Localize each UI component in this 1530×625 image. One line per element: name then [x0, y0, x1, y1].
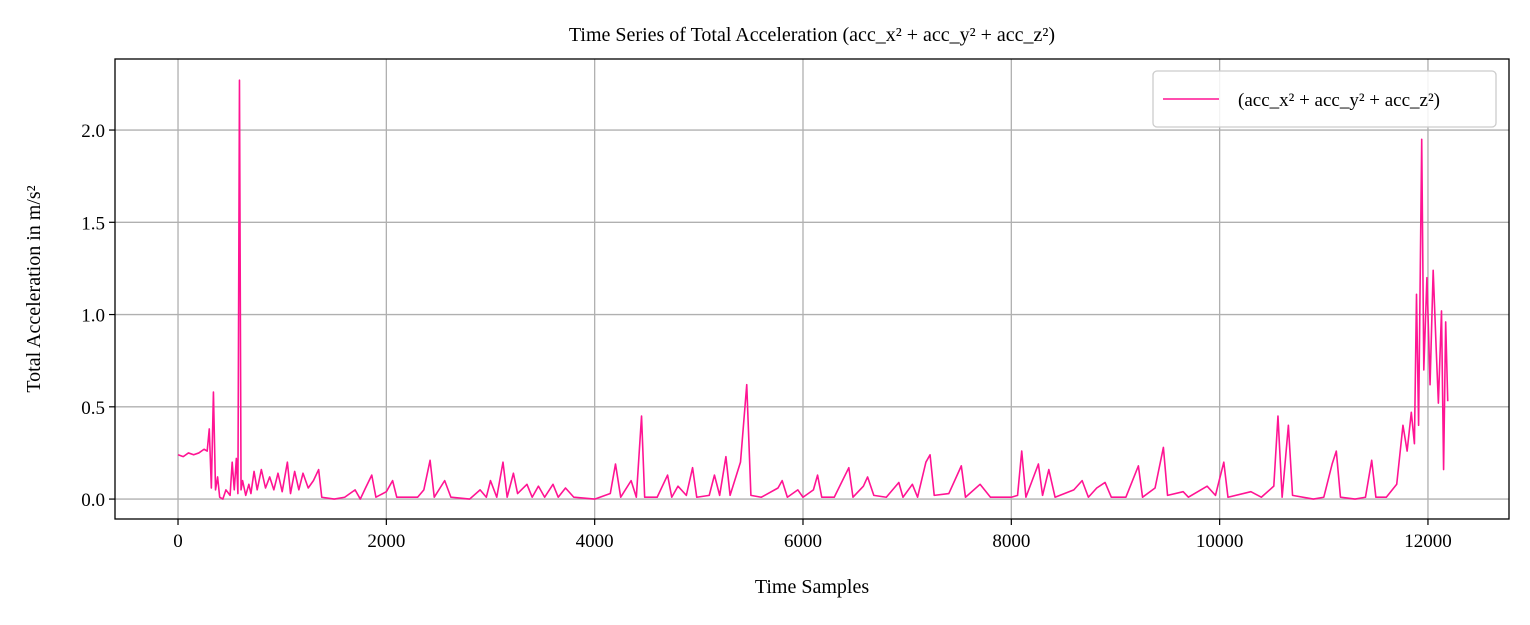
- x-tick-label: 0: [173, 531, 183, 552]
- legend-box: [1152, 70, 1497, 128]
- y-tick-label: 2.0: [81, 121, 105, 142]
- x-tick-label: 6000: [784, 531, 822, 552]
- x-tick-label: 10000: [1196, 531, 1244, 552]
- x-tick-label: 8000: [992, 531, 1030, 552]
- y-tick-label: 1.0: [81, 306, 105, 327]
- x-tick-label: 4000: [576, 531, 614, 552]
- legend: (acc_x² + acc_y² + acc_z²): [1152, 70, 1497, 128]
- x-axis-label: Time Samples: [755, 576, 869, 598]
- y-tick-label: 1.5: [81, 213, 105, 234]
- x-tick-label: 12000: [1404, 531, 1452, 552]
- legend-label: (acc_x² + acc_y² + acc_z²): [1238, 90, 1440, 111]
- y-tick-label: 0.5: [81, 398, 105, 419]
- chart-title: Time Series of Total Acceleration (acc_x…: [569, 24, 1055, 46]
- plot-frame: [114, 58, 1510, 520]
- y-axis-label: Total Acceleration in m/s²: [23, 185, 45, 392]
- data-line: [177, 79, 1449, 500]
- y-tick-label: 0.0: [81, 490, 105, 511]
- x-tick-label: 2000: [367, 531, 405, 552]
